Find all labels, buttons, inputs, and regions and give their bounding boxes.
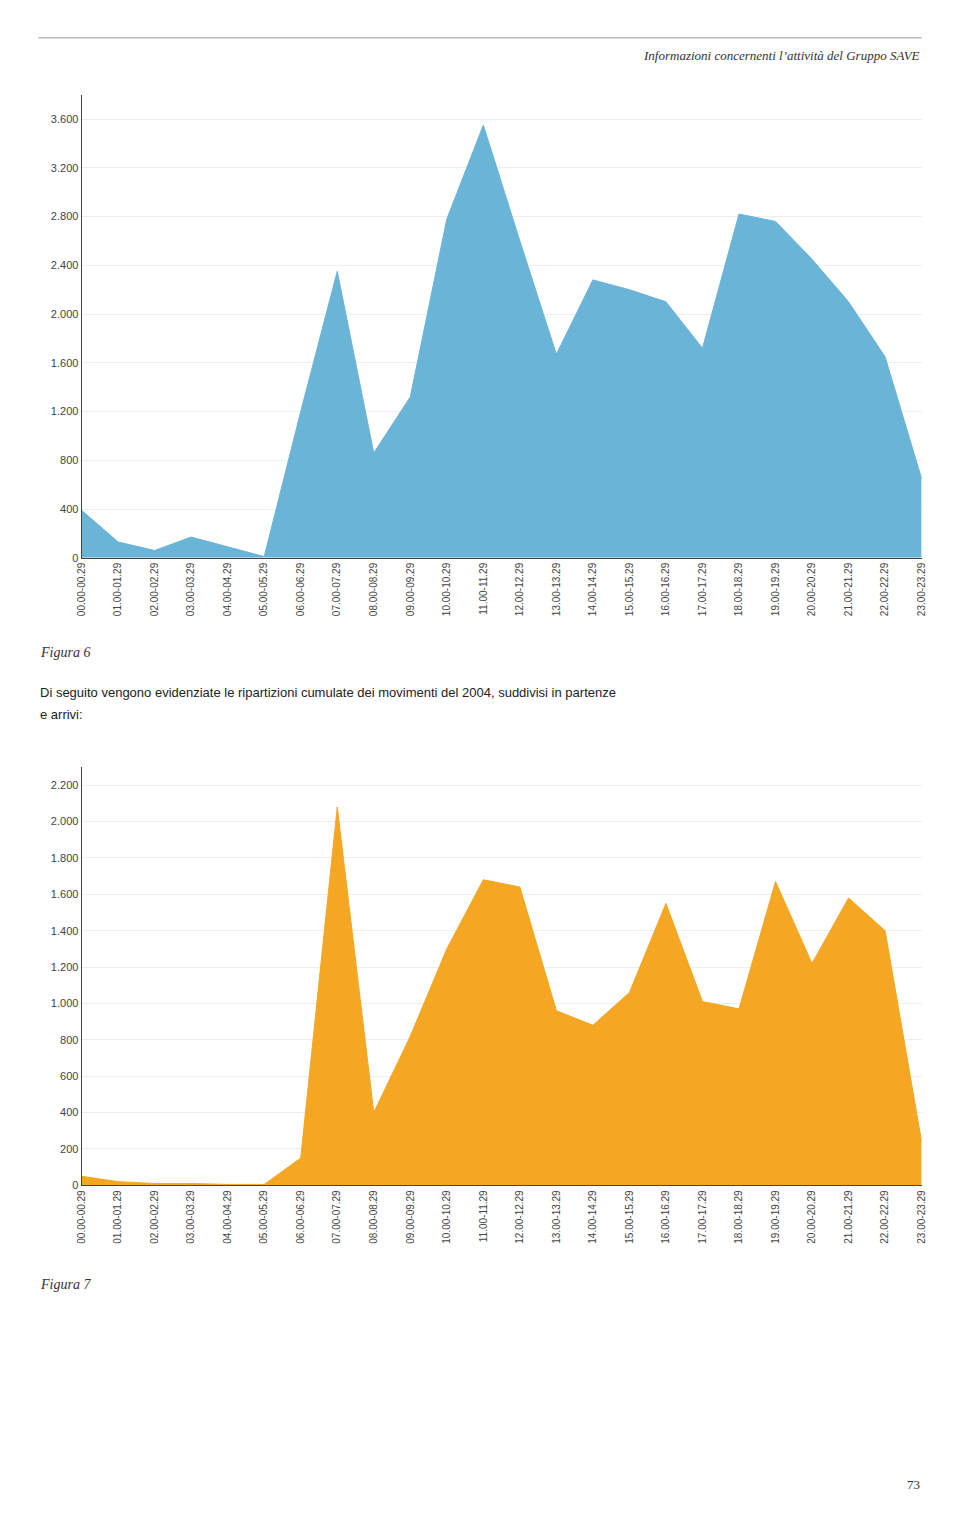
svg-text:21.00-21.29: 21.00-21.29 bbox=[843, 1190, 854, 1244]
svg-text:03.00-03.29: 03.00-03.29 bbox=[185, 1190, 196, 1244]
svg-text:2.000: 2.000 bbox=[51, 815, 79, 827]
svg-text:0: 0 bbox=[72, 1179, 78, 1191]
svg-text:Figura 6: Figura 6 bbox=[40, 645, 90, 660]
svg-text:15.00-15.29: 15.00-15.29 bbox=[624, 1190, 635, 1244]
svg-text:22.00-22.29: 22.00-22.29 bbox=[879, 562, 890, 616]
svg-text:18.00-18.29: 18.00-18.29 bbox=[733, 562, 744, 616]
svg-text:02.00-02.29: 02.00-02.29 bbox=[149, 1190, 160, 1244]
svg-text:07.00-07.29: 07.00-07.29 bbox=[332, 562, 343, 616]
svg-text:03.00-03.29: 03.00-03.29 bbox=[185, 562, 196, 616]
svg-text:23.00-23.29: 23.00-23.29 bbox=[916, 1190, 927, 1244]
svg-text:800: 800 bbox=[60, 1034, 78, 1046]
svg-text:0: 0 bbox=[72, 552, 78, 564]
svg-text:18.00-18.29: 18.00-18.29 bbox=[733, 1190, 744, 1244]
svg-text:2.800: 2.800 bbox=[51, 210, 79, 222]
svg-text:04.00-04.29: 04.00-04.29 bbox=[222, 562, 233, 616]
svg-text:200: 200 bbox=[60, 1143, 78, 1155]
svg-text:3.600: 3.600 bbox=[51, 113, 79, 125]
svg-text:20.00-20.29: 20.00-20.29 bbox=[806, 1190, 817, 1244]
svg-text:2.200: 2.200 bbox=[51, 779, 79, 791]
svg-text:400: 400 bbox=[60, 1106, 78, 1118]
svg-text:05.00-05.29: 05.00-05.29 bbox=[258, 562, 269, 616]
svg-text:02.00-02.29: 02.00-02.29 bbox=[149, 562, 160, 616]
svg-text:19.00-19.29: 19.00-19.29 bbox=[770, 1190, 781, 1244]
svg-text:11.00-11.29: 11.00-11.29 bbox=[478, 562, 489, 614]
svg-text:10.00-10.29: 10.00-10.29 bbox=[441, 1190, 452, 1244]
svg-text:600: 600 bbox=[60, 1070, 78, 1082]
svg-text:08.00-08.29: 08.00-08.29 bbox=[368, 1190, 379, 1244]
svg-text:07.00-07.29: 07.00-07.29 bbox=[332, 1190, 343, 1244]
svg-text:12.00-12.29: 12.00-12.29 bbox=[514, 1190, 525, 1244]
svg-text:11.00-11.29: 11.00-11.29 bbox=[478, 1190, 489, 1242]
svg-text:15.00-15.29: 15.00-15.29 bbox=[624, 562, 635, 616]
svg-text:13.00-13.29: 13.00-13.29 bbox=[551, 562, 562, 616]
svg-text:01.00-01.29: 01.00-01.29 bbox=[112, 1190, 123, 1244]
svg-text:00.00-00.29: 00.00-00.29 bbox=[76, 1190, 87, 1244]
svg-text:06.00-06.29: 06.00-06.29 bbox=[295, 1190, 306, 1244]
svg-text:Figura 7: Figura 7 bbox=[40, 1277, 91, 1292]
svg-text:17.00-17.29: 17.00-17.29 bbox=[697, 1190, 708, 1244]
svg-text:2.000: 2.000 bbox=[51, 308, 79, 320]
svg-text:14.00-14.29: 14.00-14.29 bbox=[587, 1190, 598, 1244]
svg-text:17.00-17.29: 17.00-17.29 bbox=[697, 562, 708, 616]
svg-text:12.00-12.29: 12.00-12.29 bbox=[514, 562, 525, 616]
svg-text:01.00-01.29: 01.00-01.29 bbox=[112, 562, 123, 616]
svg-text:1.400: 1.400 bbox=[51, 925, 79, 937]
svg-text:08.00-08.29: 08.00-08.29 bbox=[368, 562, 379, 616]
svg-text:21.00-21.29: 21.00-21.29 bbox=[843, 562, 854, 616]
svg-text:04.00-04.29: 04.00-04.29 bbox=[222, 1190, 233, 1244]
svg-text:13.00-13.29: 13.00-13.29 bbox=[551, 1190, 562, 1244]
svg-text:e arrivi:: e arrivi: bbox=[40, 707, 83, 722]
svg-text:1.600: 1.600 bbox=[51, 357, 79, 369]
svg-text:23.00-23.29: 23.00-23.29 bbox=[916, 562, 927, 616]
svg-text:06.00-06.29: 06.00-06.29 bbox=[295, 562, 306, 616]
svg-text:00.00-00.29: 00.00-00.29 bbox=[76, 562, 87, 616]
svg-text:16.00-16.29: 16.00-16.29 bbox=[660, 1190, 671, 1244]
svg-text:1.600: 1.600 bbox=[51, 888, 79, 900]
svg-text:14.00-14.29: 14.00-14.29 bbox=[587, 562, 598, 616]
svg-text:Di seguito vengono evidenziate: Di seguito vengono evidenziate le ripart… bbox=[40, 685, 616, 700]
svg-text:16.00-16.29: 16.00-16.29 bbox=[660, 562, 671, 616]
svg-text:1.200: 1.200 bbox=[51, 405, 79, 417]
svg-text:19.00-19.29: 19.00-19.29 bbox=[770, 562, 781, 616]
svg-text:09.00-09.29: 09.00-09.29 bbox=[405, 1190, 416, 1244]
svg-text:1.200: 1.200 bbox=[51, 961, 79, 973]
svg-text:22.00-22.29: 22.00-22.29 bbox=[879, 1190, 890, 1244]
svg-text:2.400: 2.400 bbox=[51, 259, 79, 271]
svg-text:3.200: 3.200 bbox=[51, 162, 79, 174]
svg-text:800: 800 bbox=[60, 454, 78, 466]
svg-text:73: 73 bbox=[907, 1477, 920, 1492]
svg-text:Informazioni concernenti l’att: Informazioni concernenti l’attività del … bbox=[643, 48, 920, 63]
svg-text:05.00-05.29: 05.00-05.29 bbox=[258, 1190, 269, 1244]
svg-text:09.00-09.29: 09.00-09.29 bbox=[405, 562, 416, 616]
svg-text:20.00-20.29: 20.00-20.29 bbox=[806, 562, 817, 616]
svg-text:1.000: 1.000 bbox=[51, 997, 79, 1009]
svg-text:10.00-10.29: 10.00-10.29 bbox=[441, 562, 452, 616]
svg-text:400: 400 bbox=[60, 503, 78, 515]
svg-text:1.800: 1.800 bbox=[51, 852, 79, 864]
